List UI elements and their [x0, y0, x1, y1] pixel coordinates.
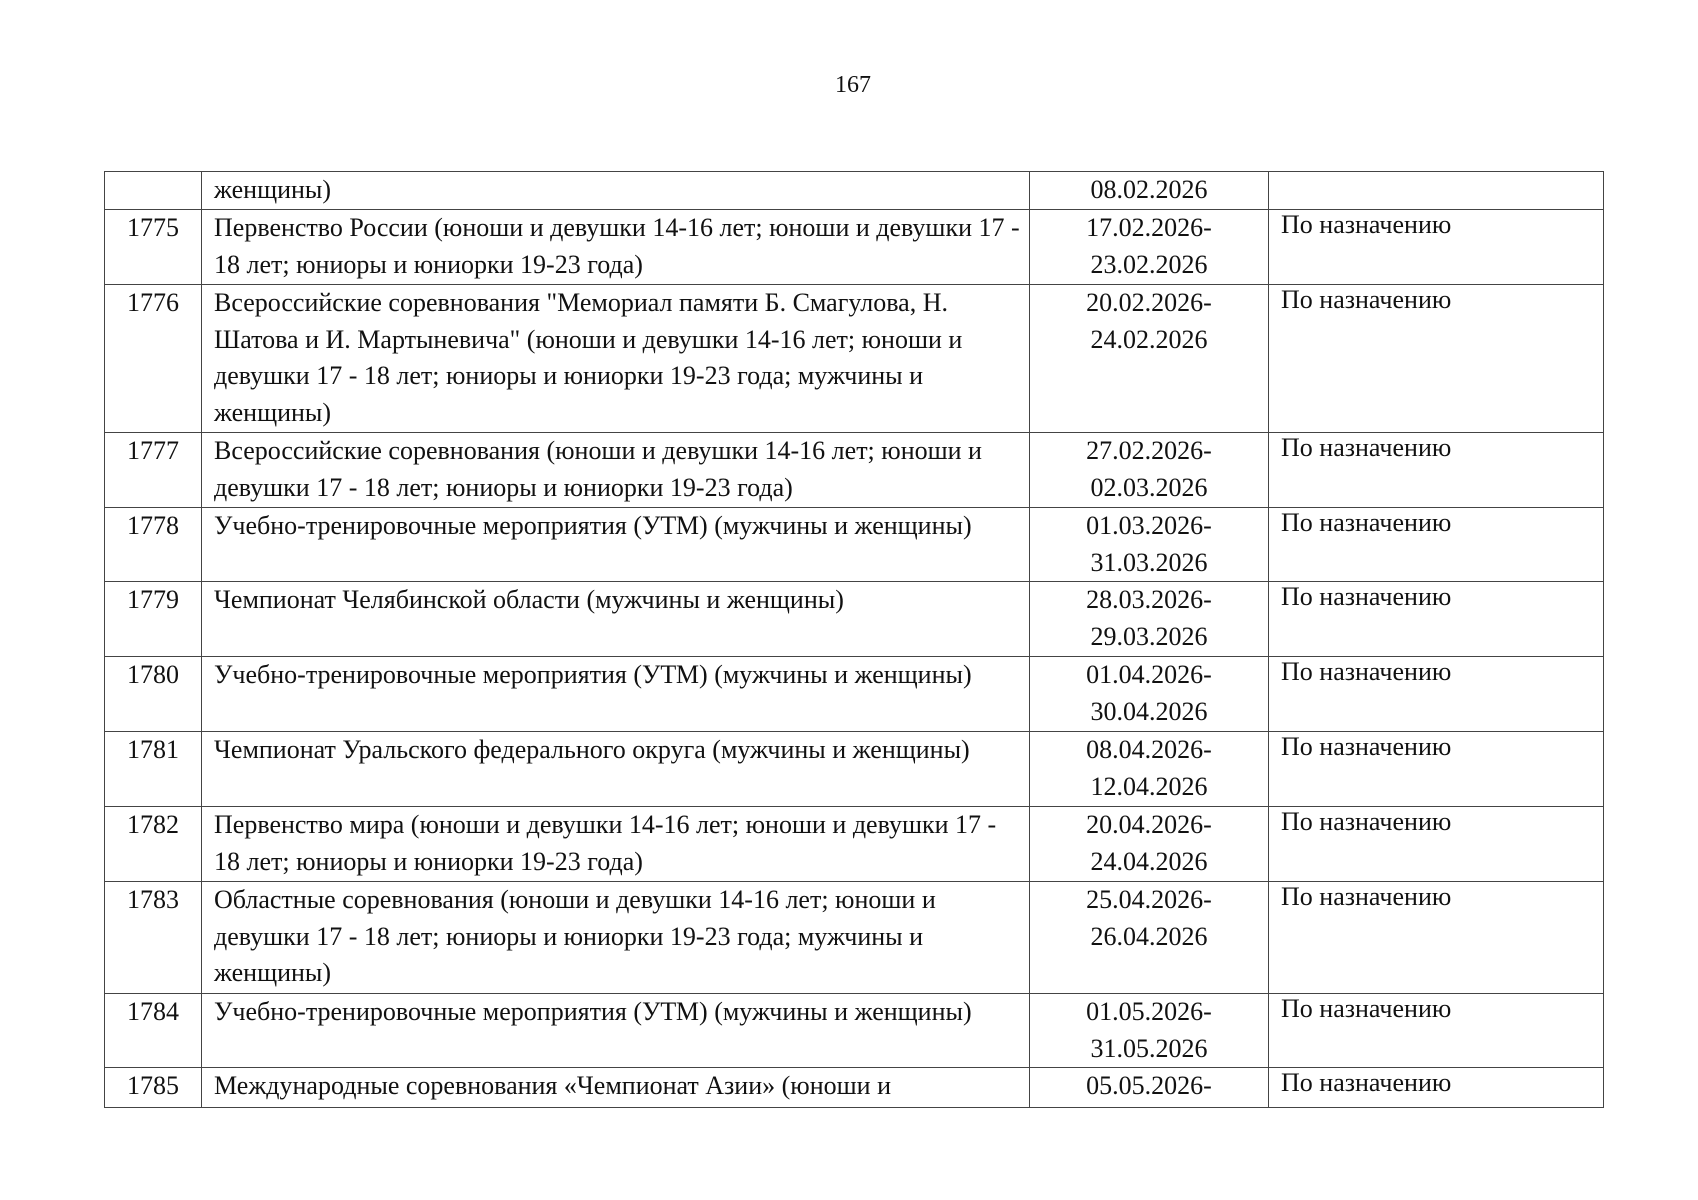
date-start: 01.05.2026- [1086, 997, 1212, 1026]
event-dates: 08.04.2026- 12.04.2026 [1029, 731, 1269, 807]
responsible-text: По назначению [1281, 433, 1452, 462]
event-name: Первенство мира (юноши и девушки 14-16 л… [201, 806, 1030, 882]
date-end: 31.05.2026 [1090, 1033, 1208, 1063]
event-dates: 05.05.2026- [1029, 1067, 1269, 1108]
date-end: 23.02.2026 [1090, 249, 1208, 279]
date-start: 27.02.2026- [1086, 436, 1212, 465]
event-dates: 08.02.2026 [1029, 171, 1269, 210]
event-dates: 28.03.2026- 29.03.2026 [1029, 581, 1269, 657]
event-dates: 20.02.2026- 24.02.2026 [1029, 284, 1269, 433]
row-number: 1778 [104, 507, 202, 582]
date-end: 26.04.2026 [1090, 921, 1208, 951]
responsible: По назначению [1268, 731, 1604, 807]
date-end: 02.03.2026 [1090, 472, 1208, 502]
responsible: По назначению [1268, 1067, 1604, 1108]
table-row: 1776 Всероссийские соревнования "Мемориа… [104, 284, 1604, 433]
table-row: 1778 Учебно-тренировочные мероприятия (У… [104, 507, 1604, 582]
date-start: 08.04.2026- [1086, 735, 1212, 764]
row-number: 1779 [104, 581, 202, 657]
responsible: По назначению [1268, 656, 1604, 732]
row-number: 1782 [104, 806, 202, 882]
table-row: 1785 Международные соревнования «Чемпион… [104, 1067, 1604, 1108]
responsible-text: По назначению [1281, 807, 1452, 836]
row-number: 1775 [104, 209, 202, 285]
event-name: Чемпионат Уральского федерального округа… [201, 731, 1030, 807]
row-number: 1776 [104, 284, 202, 433]
event-name: Областные соревнования (юноши и девушки … [201, 881, 1030, 994]
date-start: 01.03.2026- [1086, 511, 1212, 540]
table-row: 1784 Учебно-тренировочные мероприятия (У… [104, 993, 1604, 1068]
event-name: Учебно-тренировочные мероприятия (УТМ) (… [201, 507, 1030, 582]
table-row: 1779 Чемпионат Челябинской области (мужч… [104, 581, 1604, 657]
event-name: Международные соревнования «Чемпионат Аз… [201, 1067, 1030, 1108]
responsible [1268, 171, 1604, 210]
responsible-text: По назначению [1281, 210, 1452, 239]
table-row-continuation: женщины) 08.02.2026 [104, 171, 1604, 210]
event-name: Учебно-тренировочные мероприятия (УТМ) (… [201, 993, 1030, 1068]
row-number: 1783 [104, 881, 202, 994]
row-number: 1781 [104, 731, 202, 807]
date-end: 31.03.2026 [1090, 547, 1208, 577]
responsible: По назначению [1268, 806, 1604, 882]
row-number [104, 171, 202, 210]
event-dates: 17.02.2026- 23.02.2026 [1029, 209, 1269, 285]
responsible-text: По назначению [1281, 994, 1452, 1023]
row-number: 1784 [104, 993, 202, 1068]
responsible: По назначению [1268, 581, 1604, 657]
event-name: Всероссийские соревнования "Мемориал пам… [201, 284, 1030, 433]
date-start: 20.02.2026- [1086, 288, 1212, 317]
event-name: Чемпионат Челябинской области (мужчины и… [201, 581, 1030, 657]
event-dates: 27.02.2026- 02.03.2026 [1029, 432, 1269, 508]
event-dates: 01.03.2026- 31.03.2026 [1029, 507, 1269, 582]
event-name: Первенство России (юноши и девушки 14-16… [201, 209, 1030, 285]
date-start: 28.03.2026- [1086, 585, 1212, 614]
page-number: 167 [835, 72, 871, 98]
table-row: 1781 Чемпионат Уральского федерального о… [104, 731, 1604, 807]
responsible: По назначению [1268, 209, 1604, 285]
responsible-text: По назначению [1281, 657, 1452, 686]
table-row: 1783 Областные соревнования (юноши и дев… [104, 881, 1604, 994]
responsible-text: По назначению [1281, 582, 1452, 611]
date-end: 29.03.2026 [1090, 621, 1208, 651]
responsible-text: По назначению [1281, 882, 1452, 911]
date-start: 25.04.2026- [1086, 885, 1212, 914]
date-start: 17.02.2026- [1086, 213, 1212, 242]
row-number: 1780 [104, 656, 202, 732]
date-end: 24.04.2026 [1090, 846, 1208, 876]
event-dates: 25.04.2026- 26.04.2026 [1029, 881, 1269, 994]
responsible-text: По назначению [1281, 732, 1452, 761]
responsible: По назначению [1268, 881, 1604, 994]
table-row: 1777 Всероссийские соревнования (юноши и… [104, 432, 1604, 508]
responsible: По назначению [1268, 993, 1604, 1068]
row-number: 1777 [104, 432, 202, 508]
event-dates: 01.05.2026- 31.05.2026 [1029, 993, 1269, 1068]
table-row: 1775 Первенство России (юноши и девушки … [104, 209, 1604, 285]
responsible-text: По назначению [1281, 285, 1452, 314]
event-dates: 20.04.2026- 24.04.2026 [1029, 806, 1269, 882]
event-name: Всероссийские соревнования (юноши и деву… [201, 432, 1030, 508]
responsible-text: По назначению [1281, 508, 1452, 537]
date-start: 05.05.2026- [1086, 1071, 1212, 1100]
table-row: 1780 Учебно-тренировочные мероприятия (У… [104, 656, 1604, 732]
event-name: женщины) [201, 171, 1030, 210]
date-end: 30.04.2026 [1090, 696, 1208, 726]
row-number: 1785 [104, 1067, 202, 1108]
events-table: женщины) 08.02.2026 1775 Первенство Росс… [104, 171, 1604, 1108]
date-end: 24.02.2026 [1090, 324, 1208, 354]
date-start: 20.04.2026- [1086, 810, 1212, 839]
table-row: 1782 Первенство мира (юноши и девушки 14… [104, 806, 1604, 882]
date-end: 12.04.2026 [1090, 771, 1208, 801]
date-start: 01.04.2026- [1086, 660, 1212, 689]
responsible: По назначению [1268, 432, 1604, 508]
responsible: По назначению [1268, 507, 1604, 582]
event-name: Учебно-тренировочные мероприятия (УТМ) (… [201, 656, 1030, 732]
responsible-text: По назначению [1281, 1068, 1452, 1097]
event-dates: 01.04.2026- 30.04.2026 [1029, 656, 1269, 732]
responsible: По назначению [1268, 284, 1604, 433]
